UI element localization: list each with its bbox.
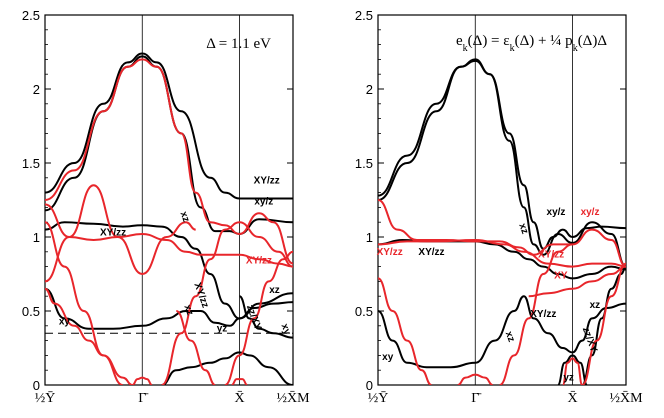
band-red-red-top bbox=[378, 199, 626, 268]
band-red-red-gamma-dip bbox=[457, 373, 494, 385]
band-label: XY/zz bbox=[377, 247, 403, 258]
band-label: XY/zz bbox=[530, 309, 556, 320]
band-red-red-xyzz bbox=[45, 203, 293, 268]
band-red-red-v4 bbox=[175, 310, 216, 385]
x-tick-label: X̄ bbox=[567, 390, 577, 406]
band-red-red-top bbox=[45, 58, 293, 265]
band-red-red-v2 bbox=[499, 243, 573, 385]
band-label: xy bbox=[59, 316, 71, 327]
x-tick-label: Γ̄ bbox=[471, 391, 482, 406]
x-tick-label: ½Ȳ bbox=[35, 390, 56, 406]
band-label: XY/zz bbox=[246, 256, 272, 267]
x-tick-label: ½X̄M bbox=[276, 390, 310, 406]
band-label: xy/z bbox=[254, 196, 273, 207]
band-label: XY bbox=[554, 270, 568, 281]
band-black-black-xyzz bbox=[378, 238, 626, 280]
panel-title-formula: ek(Δ) = εk(Δ) + ¼ pk(Δ)Δ bbox=[456, 33, 607, 54]
x-tick-label: ½Ȳ bbox=[368, 390, 389, 406]
band-red-red-v1 bbox=[378, 277, 432, 385]
y-tick-label: 2.5 bbox=[22, 8, 40, 23]
y-tick-label: 0.5 bbox=[22, 304, 40, 319]
band-label: xz bbox=[269, 285, 280, 296]
panel-title: Δ = 1.1 eV bbox=[206, 36, 271, 52]
band-label: yz bbox=[563, 373, 574, 384]
band-label: XY/zz bbox=[538, 250, 564, 261]
band-black-black-xz bbox=[378, 295, 626, 369]
band-label: xz bbox=[590, 300, 601, 311]
x-tick-label: ½X̄M bbox=[609, 390, 643, 406]
band-black-black-top bbox=[45, 52, 293, 200]
band-black-black-3 bbox=[45, 221, 293, 320]
y-tick-label: 2 bbox=[33, 82, 40, 97]
band-red-red-x-dip bbox=[561, 357, 584, 385]
band-label: xz bbox=[503, 330, 517, 344]
band-red-red-v5 bbox=[224, 250, 293, 385]
band-red-red-xy bbox=[528, 265, 626, 298]
band-black-black-zz bbox=[239, 295, 293, 339]
band-red-red-gamma-dip bbox=[132, 376, 153, 385]
band-label: xz bbox=[178, 210, 192, 224]
band-red-red-v3 bbox=[581, 262, 626, 385]
band-label: xy/z bbox=[581, 207, 600, 218]
left-panel: 00.511.522.5½Ȳ Γ̄ X̄ ½X̄MXY/zzxy/zXY/zzxzXY… bbox=[22, 8, 310, 406]
band-label: XY/zz bbox=[100, 228, 126, 239]
y-tick-label: 1.5 bbox=[355, 156, 373, 171]
y-tick-label: 0 bbox=[33, 378, 40, 393]
band-black-black-yz bbox=[556, 354, 589, 385]
band-label: xy bbox=[382, 352, 394, 363]
y-tick-label: 2.5 bbox=[355, 8, 373, 23]
band-red-red-xyzz bbox=[378, 238, 626, 268]
band-label: XY/zz bbox=[191, 281, 210, 309]
y-tick-label: 1 bbox=[366, 230, 373, 245]
band-label: yz bbox=[217, 324, 228, 335]
band-label: xz bbox=[516, 222, 530, 236]
y-tick-label: 0.5 bbox=[355, 304, 373, 319]
band-label: XY/zz bbox=[418, 247, 444, 258]
y-tick-label: 1.5 bbox=[22, 156, 40, 171]
y-tick-label: 1 bbox=[33, 230, 40, 245]
band-black-black-low bbox=[161, 351, 293, 385]
band-black-black-top bbox=[378, 58, 626, 250]
x-tick-label: X̄ bbox=[234, 390, 244, 406]
x-tick-label: Γ̄ bbox=[138, 391, 149, 406]
right-panel: 0 0.5 1 1.5 2 2.5 ½Ȳ Γ̄ X̄ ½X̄M xy/z xy/z xz XY/zz XY/… bbox=[355, 8, 643, 406]
band-red-red-left-up bbox=[45, 184, 196, 283]
band-label: xz bbox=[181, 303, 195, 317]
band-black-black-xy bbox=[45, 287, 293, 330]
band-label: xy bbox=[279, 322, 293, 337]
y-tick-label: 2 bbox=[366, 82, 373, 97]
band-red-red-v3 bbox=[45, 287, 133, 385]
band-label: xy/z bbox=[547, 207, 566, 218]
band-red-red-x-dip bbox=[231, 378, 248, 385]
y-tick-label: 0 bbox=[366, 378, 373, 393]
band-black-black-2 bbox=[378, 59, 626, 268]
band-label: XY/zz bbox=[254, 176, 280, 187]
